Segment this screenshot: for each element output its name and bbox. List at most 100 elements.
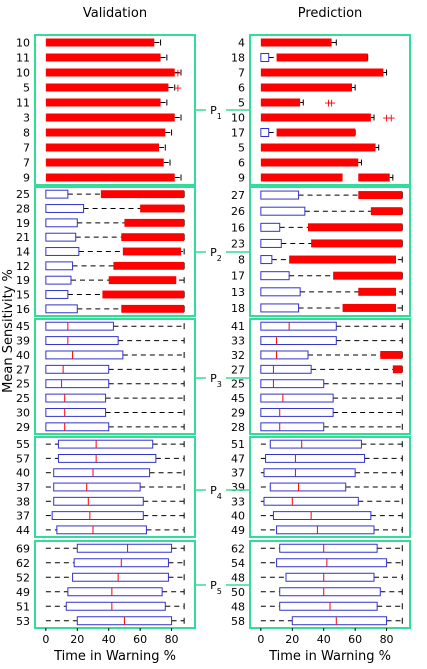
box <box>45 393 107 403</box>
row-label: 50 <box>231 586 245 599</box>
row-label: 3 <box>23 112 30 125</box>
row-label: 7 <box>23 142 30 155</box>
box-row: 28 <box>16 203 185 216</box>
box <box>45 218 78 228</box>
group-label: P1 <box>210 104 222 121</box>
box-row: 6 <box>238 157 362 170</box>
row-label: 44 <box>16 524 30 537</box>
box-row: 25 <box>231 378 403 391</box>
row-label: 23 <box>231 237 245 250</box>
box <box>45 350 124 360</box>
group-label: P4 <box>210 484 222 501</box>
box <box>260 98 301 107</box>
box <box>260 143 376 152</box>
box <box>45 98 161 107</box>
x-tick-label: 20 <box>285 633 299 646</box>
box-row: 29 <box>16 421 185 434</box>
row-label: 62 <box>231 542 245 555</box>
box-row: 49 <box>16 586 185 599</box>
row-label: 13 <box>231 286 245 299</box>
outlier-marker: + <box>327 97 336 110</box>
box <box>291 616 388 626</box>
group-frame <box>34 318 196 435</box>
group-frame <box>34 436 196 538</box>
box-row: 27 <box>231 189 403 202</box>
row-label: 16 <box>16 303 30 316</box>
row-label: 4 <box>238 37 245 50</box>
box <box>260 68 384 77</box>
outlier-marker: + <box>382 112 391 125</box>
box-row: 16 <box>231 221 403 234</box>
box-row: 33 <box>231 335 403 348</box>
box <box>260 190 300 200</box>
box-row: 37 <box>16 481 185 494</box>
box-row: 15 <box>16 289 185 302</box>
box-row: 53 <box>16 615 185 628</box>
row-label: 58 <box>231 615 245 628</box>
box-row: 50 <box>231 586 403 599</box>
group-frame <box>249 186 411 317</box>
row-label: 54 <box>231 557 245 570</box>
box <box>260 173 390 182</box>
box <box>45 261 74 271</box>
outlier-band <box>333 271 403 280</box>
box <box>51 511 144 520</box>
group-frame <box>249 436 411 538</box>
row-label: 17 <box>231 127 245 140</box>
box <box>265 454 366 463</box>
box <box>53 482 141 492</box>
box <box>272 511 372 520</box>
outlier-band <box>358 287 396 296</box>
box <box>263 496 359 506</box>
box <box>45 364 110 374</box>
box-row: 7 <box>23 157 171 170</box>
box-row: 39 <box>16 335 185 348</box>
row-label: 69 <box>16 542 30 555</box>
box <box>260 303 300 313</box>
outlier-band <box>289 255 396 264</box>
group-frame <box>249 540 411 629</box>
row-label: 16 <box>231 221 245 234</box>
row-label: 25 <box>16 392 30 405</box>
row-label: 5 <box>238 142 245 155</box>
box-row: 6 <box>238 82 356 95</box>
box <box>260 287 301 297</box>
box <box>45 290 69 299</box>
row-label: 25 <box>16 188 30 201</box>
box-row: 45 <box>231 392 403 405</box>
box-row: 38 <box>16 495 185 508</box>
row-label: 40 <box>16 349 30 362</box>
row-label: 17 <box>231 270 245 283</box>
box-row: 23 <box>231 237 403 250</box>
box-row: 27 <box>16 363 185 376</box>
row-label: 48 <box>231 600 245 613</box>
row-label: 51 <box>16 600 30 613</box>
outlier-band <box>392 365 403 374</box>
x-tick-label: 80 <box>165 633 179 646</box>
box-row: 58 <box>231 615 403 628</box>
box <box>45 204 85 213</box>
box <box>56 525 147 535</box>
outlier-band <box>308 223 403 232</box>
box <box>260 206 306 216</box>
box-row: 45 <box>16 320 185 333</box>
box <box>260 422 325 432</box>
outlier-band <box>311 239 403 248</box>
box-row: 44 <box>16 524 185 537</box>
x-tick-label: 40 <box>102 633 116 646</box>
row-label: 25 <box>231 378 245 391</box>
group-label: P2 <box>210 246 222 263</box>
box-row: 39 <box>231 481 403 494</box>
box-row: 17 <box>231 270 403 283</box>
box <box>276 525 375 535</box>
outlier-band <box>342 303 396 312</box>
row-label: 62 <box>16 557 30 570</box>
box <box>263 468 356 478</box>
box-row: 32 <box>231 349 403 362</box>
row-label: 57 <box>16 452 30 465</box>
